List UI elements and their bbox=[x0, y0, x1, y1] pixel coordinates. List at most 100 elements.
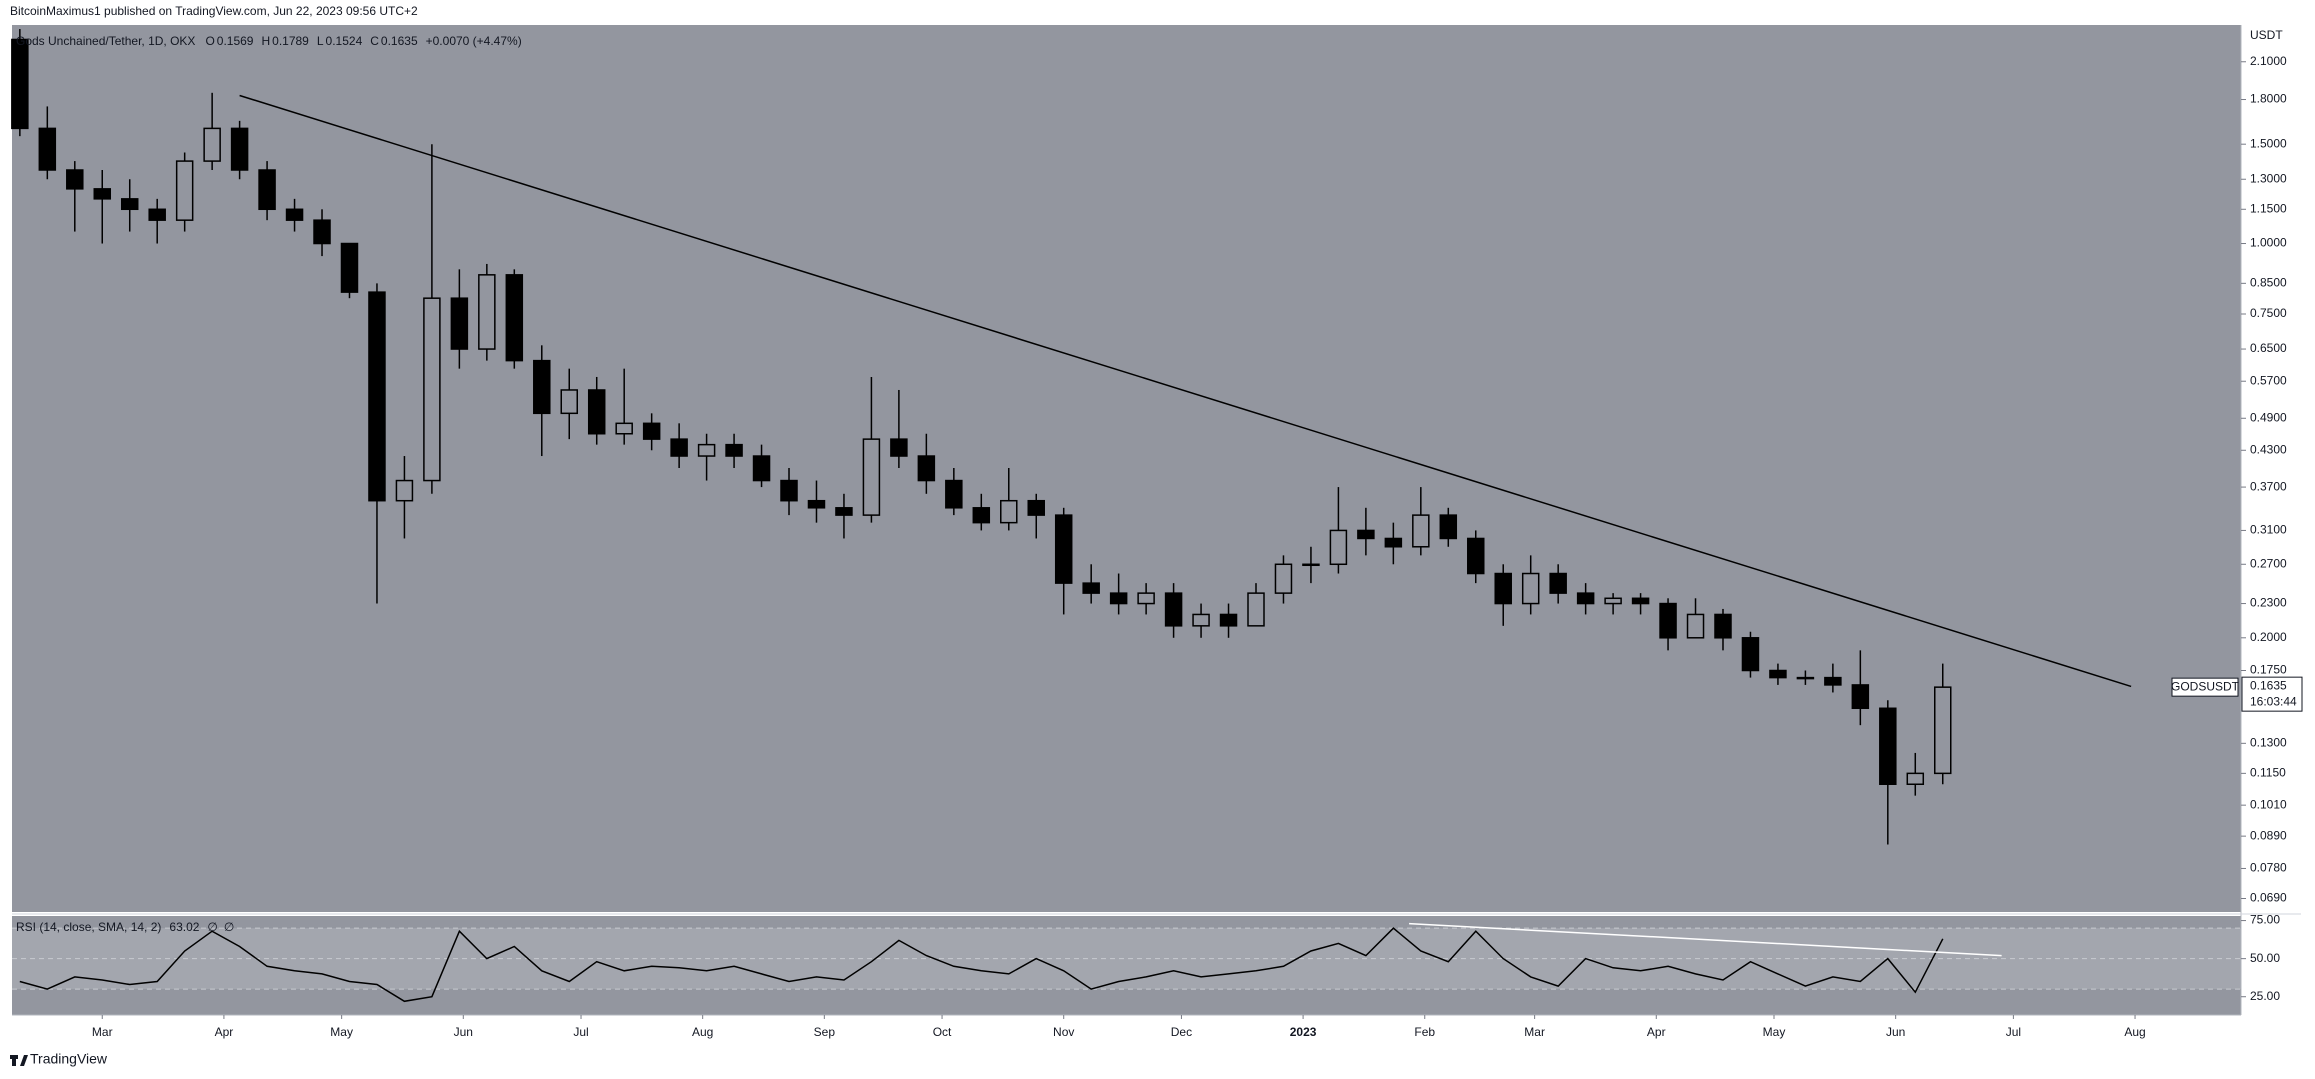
candle-body bbox=[1659, 602, 1677, 639]
candle-body bbox=[368, 291, 386, 502]
candle-body bbox=[1714, 613, 1732, 639]
candle-body bbox=[1769, 669, 1787, 679]
candle-body bbox=[890, 438, 908, 457]
candle-body bbox=[1219, 613, 1238, 627]
symbol-tag: GODSUSDT bbox=[2171, 679, 2240, 693]
candle-body bbox=[93, 188, 112, 200]
y-tick-label: 0.5700 bbox=[2250, 373, 2287, 387]
candle-body bbox=[1247, 592, 1265, 627]
price-tag-box bbox=[2241, 676, 2303, 712]
rsi-title: RSI (14, close, SMA, 14, 2) bbox=[16, 920, 161, 934]
x-tick-label: Oct bbox=[933, 1025, 952, 1039]
ohlc-change: +0.0070 (+4.47%) bbox=[426, 34, 522, 48]
x-tick-label: May bbox=[1763, 1025, 1786, 1039]
y-tick-label: 0.4300 bbox=[2250, 442, 2287, 456]
y-tick-label: 1.8000 bbox=[2250, 92, 2287, 106]
y-tick-label: 2.1000 bbox=[2250, 54, 2287, 68]
candle-body bbox=[1494, 572, 1512, 605]
ohlc-label: H bbox=[261, 34, 270, 48]
y-tick-label: 0.1150 bbox=[2250, 766, 2286, 780]
candle-body bbox=[945, 479, 963, 509]
candle-body bbox=[1164, 592, 1183, 627]
x-tick-label: Aug bbox=[692, 1025, 713, 1039]
x-tick-label: Jul bbox=[573, 1025, 588, 1039]
candle-body bbox=[423, 297, 441, 482]
rsi-tick-label: 25.00 bbox=[2250, 989, 2280, 1003]
rsi-tick-label: 50.00 bbox=[2250, 951, 2280, 965]
countdown: 16:03:44 bbox=[2250, 694, 2297, 708]
x-tick-label: 2023 bbox=[1290, 1025, 1317, 1039]
candle-body bbox=[972, 507, 991, 524]
y-tick-label: 0.3700 bbox=[2250, 479, 2287, 493]
brand: TradingView bbox=[30, 1051, 108, 1067]
candle-body bbox=[505, 274, 524, 362]
candle-body bbox=[752, 455, 771, 482]
y-tick-label: 1.3000 bbox=[2250, 171, 2287, 185]
candle-body bbox=[340, 242, 359, 293]
candle-body bbox=[395, 479, 414, 502]
brand-logo bbox=[10, 1055, 28, 1066]
ohlc-value: 0.1789 bbox=[272, 34, 309, 48]
candle-body bbox=[1054, 514, 1073, 584]
candle-body bbox=[66, 169, 84, 190]
ohlc-value: 0.1524 bbox=[326, 34, 363, 48]
candle-body bbox=[560, 389, 578, 415]
candle-body bbox=[11, 38, 29, 130]
x-tick-label: Aug bbox=[2124, 1025, 2145, 1039]
candle-body bbox=[1274, 563, 1293, 594]
y-tick-label: 1.5000 bbox=[2250, 136, 2287, 150]
candle-body bbox=[1934, 686, 1952, 775]
candle-body bbox=[1796, 676, 1815, 680]
y-tick-label: 0.2300 bbox=[2250, 596, 2287, 610]
x-tick-label: Mar bbox=[1524, 1025, 1545, 1039]
ohlc-label: L bbox=[317, 34, 324, 48]
x-tick-label: Apr bbox=[1647, 1025, 1666, 1039]
publisher-note: BitcoinMaximus1 published on TradingView… bbox=[10, 4, 418, 18]
y-tick-label: 0.0780 bbox=[2250, 861, 2287, 875]
y-tick-label: 0.8500 bbox=[2250, 276, 2287, 290]
candle-body bbox=[1027, 499, 1045, 516]
y-tick-label: 0.7500 bbox=[2250, 306, 2287, 320]
x-tick-label: Apr bbox=[215, 1025, 234, 1039]
candle-body bbox=[1521, 572, 1540, 605]
y-tick-label: 0.0890 bbox=[2250, 828, 2287, 842]
candle-body bbox=[258, 169, 276, 211]
candle-body bbox=[670, 438, 688, 457]
y-tick-label: 0.1750 bbox=[2250, 663, 2287, 677]
candle-body bbox=[203, 127, 221, 162]
candle-body bbox=[1604, 597, 1622, 605]
candle-body bbox=[478, 274, 496, 350]
x-tick-label: Jun bbox=[1886, 1025, 1905, 1039]
x-tick-label: Sep bbox=[814, 1025, 836, 1039]
candle-body bbox=[1439, 514, 1458, 540]
ohlc-value: 0.1635 bbox=[381, 34, 418, 48]
candle-body bbox=[1192, 613, 1210, 627]
y-tick-label: 1.0000 bbox=[2250, 236, 2287, 250]
x-tick-label: Feb bbox=[1414, 1025, 1435, 1039]
trendline bbox=[239, 94, 2132, 688]
rsi-value: 63.02 bbox=[169, 920, 199, 934]
candle-body bbox=[1879, 707, 1897, 785]
y-tick-label: 0.1010 bbox=[2250, 797, 2287, 811]
y-tick-label: 0.3100 bbox=[2250, 523, 2287, 537]
y-tick-label: 0.1300 bbox=[2250, 735, 2287, 749]
candle-body bbox=[175, 160, 194, 221]
price-tag: 0.1635 bbox=[2250, 678, 2287, 692]
candle-body bbox=[1357, 529, 1375, 540]
candle-body bbox=[1082, 582, 1100, 594]
candle-body bbox=[587, 389, 606, 435]
rsi-line bbox=[19, 927, 1944, 1003]
candle-body bbox=[780, 479, 798, 502]
candle-body bbox=[1824, 676, 1842, 686]
y-tick-label: 0.2700 bbox=[2250, 556, 2287, 570]
x-tick-label: May bbox=[330, 1025, 353, 1039]
rsi-extra: ∅ bbox=[224, 920, 234, 934]
candle-body bbox=[1631, 597, 1650, 605]
y-axis-label: USDT bbox=[2250, 28, 2283, 42]
candle-body bbox=[615, 422, 633, 435]
candle-body bbox=[1384, 537, 1403, 548]
candle-body bbox=[38, 127, 57, 171]
x-tick-label: Jul bbox=[2006, 1025, 2021, 1039]
ohlc-value: 0.1569 bbox=[217, 34, 254, 48]
